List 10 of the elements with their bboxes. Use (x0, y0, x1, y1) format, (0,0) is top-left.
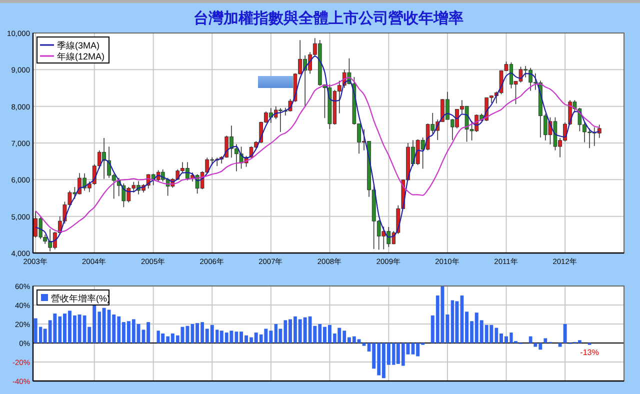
annotation: -13% (580, 348, 599, 357)
bar (563, 324, 567, 343)
legend-label: 季線(3MA) (57, 40, 100, 50)
chart-title: 台灣加權指數與全體上市公司營收年增率 (194, 9, 464, 27)
bar (455, 301, 459, 343)
bar (558, 343, 562, 347)
bar (528, 336, 532, 343)
candlestick (278, 108, 282, 132)
bar (450, 300, 454, 343)
legend-label: 年線(12MA) (57, 52, 105, 62)
